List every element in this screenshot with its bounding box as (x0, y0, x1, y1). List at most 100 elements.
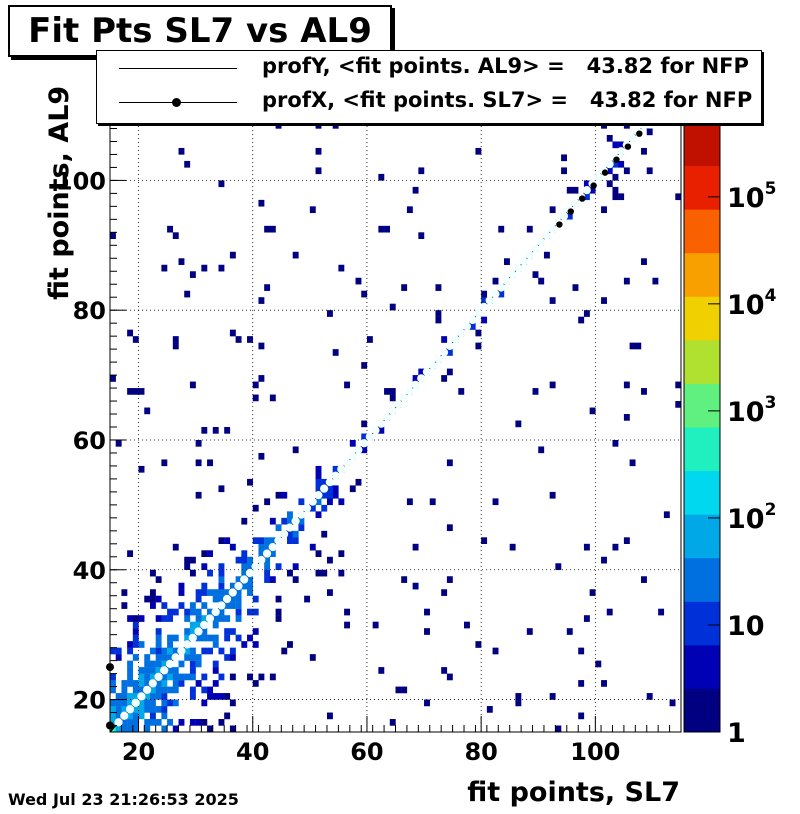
profile-point (194, 627, 203, 636)
heatmap-cell (441, 667, 448, 674)
heatmap-cell (189, 608, 196, 616)
heatmap-cell (612, 173, 619, 181)
heatmap-cell (315, 498, 322, 506)
heatmap-cell (298, 524, 305, 532)
colorbar-segment (684, 514, 720, 559)
heatmap-cell (441, 589, 448, 596)
heatmap-cell (212, 634, 219, 642)
heatmap-cell (138, 465, 145, 473)
heatmap-cell (321, 530, 328, 538)
heatmap-cell (663, 511, 670, 519)
heatmap-cell (229, 251, 236, 259)
profile-point (451, 335, 460, 344)
heatmap-cell (172, 342, 179, 350)
heatmap-cell (189, 654, 196, 661)
heatmap-cell (149, 699, 156, 707)
profile-point (571, 199, 580, 208)
heatmap-cell (218, 673, 225, 681)
profile-point (508, 270, 517, 279)
heatmap-cell (138, 667, 145, 674)
x-tick-label: 80 (464, 738, 497, 766)
heatmap-cell (389, 388, 396, 395)
profile-point (628, 134, 637, 143)
colorbar-tick-exponent: 4 (765, 286, 777, 306)
heatmap-cell (526, 628, 533, 635)
heatmap-cell (195, 589, 202, 596)
heatmap-cell (481, 290, 488, 298)
colorbar-tick-exponent: 3 (765, 393, 777, 413)
heatmap-cell (641, 388, 647, 395)
heatmap-cell (526, 225, 533, 233)
heatmap-cell (538, 277, 545, 285)
heatmap-cell (578, 680, 585, 687)
heatmap-cell (618, 141, 625, 149)
heatmap-cell (110, 712, 116, 720)
profile-point (531, 244, 540, 253)
heatmap-cell (144, 595, 151, 603)
heatmap-cell (498, 225, 505, 233)
heatmap-cell (138, 706, 145, 713)
heatmap-cell (155, 641, 162, 648)
heatmap-cell (326, 589, 333, 596)
heatmap-cell (235, 602, 242, 609)
heatmap-cell (269, 537, 276, 545)
heatmap-cell (258, 452, 265, 460)
heatmap-cell (167, 641, 174, 648)
heatmap-cell (195, 621, 202, 629)
profile-point (365, 432, 374, 441)
heatmap-cell (361, 290, 368, 298)
profile-point (594, 173, 603, 182)
heatmap-cell (155, 654, 162, 661)
heatmap-cell (127, 719, 134, 726)
heatmap-cell (458, 388, 465, 395)
y-tick-label: 40 (73, 557, 106, 585)
heatmap-cell (292, 446, 299, 454)
heatmap-cell (161, 712, 168, 720)
heatmap-cell (178, 589, 185, 596)
heatmap-cell (224, 602, 231, 609)
heatmap-cell (201, 589, 208, 596)
heatmap-cell (201, 673, 208, 681)
heatmap-cell (446, 368, 453, 376)
heatmap-cell (235, 615, 242, 622)
colorbar-segment (684, 209, 720, 254)
heatmap-cell (309, 206, 316, 214)
heatmap-cell (332, 349, 339, 356)
heatmap-cell (475, 147, 482, 155)
x-tick-label: 100 (570, 738, 620, 766)
profile-point-dark (613, 156, 620, 163)
profile-point (148, 679, 157, 688)
heatmap-cell (366, 336, 373, 343)
heatmap-cell (167, 719, 174, 726)
heatmap-cell (583, 180, 590, 188)
heatmap-cell (224, 589, 231, 596)
heatmap-cell (132, 621, 139, 629)
profile-point (485, 296, 494, 305)
heatmap-cell (218, 589, 225, 596)
heatmap-cell (281, 647, 288, 655)
profile-point (479, 302, 489, 312)
profile-point (240, 575, 249, 584)
heatmap-cell (149, 647, 156, 655)
heatmap-cell (218, 719, 225, 726)
heatmap-cell (149, 602, 156, 609)
heatmap-cell (161, 693, 168, 700)
heatmap-cell (612, 543, 619, 551)
profile-point (359, 439, 369, 448)
heatmap-cell (555, 725, 562, 733)
colorbar-segment (684, 601, 720, 646)
heatmap-cell (229, 673, 236, 681)
y-axis-label: fit points, AL9 (44, 85, 75, 300)
heatmap-cell (218, 563, 225, 570)
heatmap-cell (304, 595, 311, 603)
profile-point (417, 374, 426, 383)
colorbar-tick-exponent: 2 (765, 500, 777, 520)
heatmap-cell (201, 686, 208, 694)
heatmap-cell (110, 232, 116, 240)
heatmap-cell (224, 654, 231, 661)
profile-point (217, 601, 226, 610)
heatmap-cell (424, 628, 430, 635)
heatmap-cell (652, 277, 659, 285)
heatmap-cell (167, 667, 174, 674)
profile-point (274, 536, 283, 545)
